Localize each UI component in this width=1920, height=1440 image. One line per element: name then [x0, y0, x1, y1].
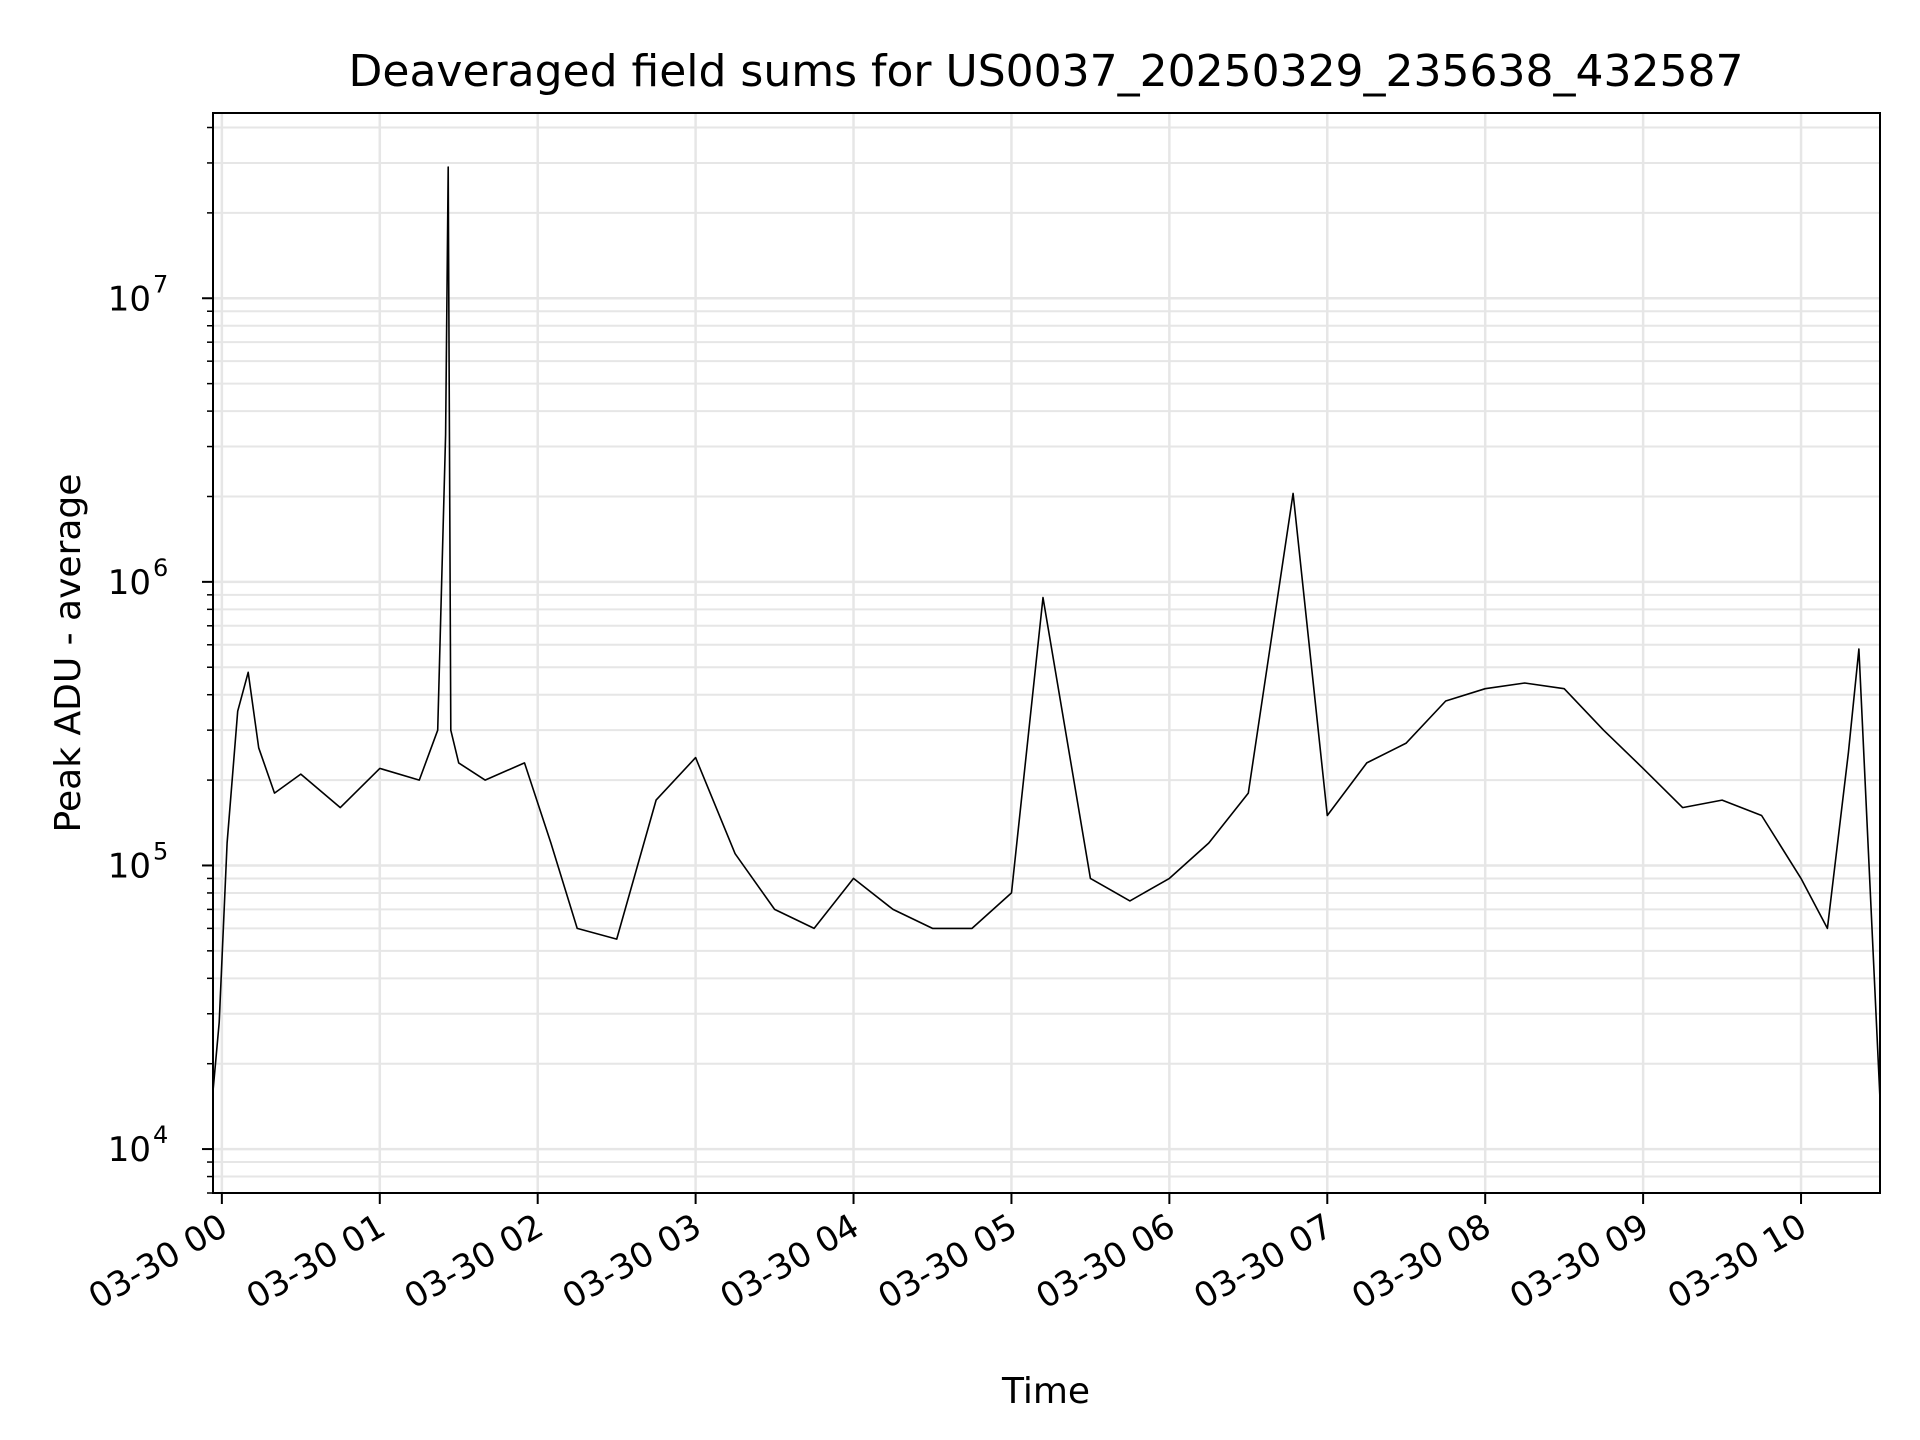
y-tick-exponent: 6: [153, 554, 168, 582]
series-line-0: [212, 166, 1881, 1100]
y-tick-label: 10: [108, 846, 151, 886]
plot-area-frame: [212, 112, 1881, 1194]
chart-title: Deaveraged field sums for US0037_2025032…: [349, 46, 1744, 97]
y-tick-exponent: 5: [153, 837, 168, 865]
x-axis-title: Time: [1001, 1371, 1090, 1412]
y-tick-exponent: 7: [153, 270, 168, 298]
y-tick-label: 10: [108, 279, 151, 319]
y-tick-label: 10: [108, 1130, 151, 1170]
y-tick-label: 10: [108, 563, 151, 603]
minor-gridlines: [213, 126, 1880, 1194]
y-axis-title: Peak ADU - average: [48, 474, 89, 833]
major-gridlines: [213, 113, 1880, 1193]
series-layer: [212, 166, 1881, 1100]
y-tick-exponent: 4: [153, 1121, 168, 1149]
